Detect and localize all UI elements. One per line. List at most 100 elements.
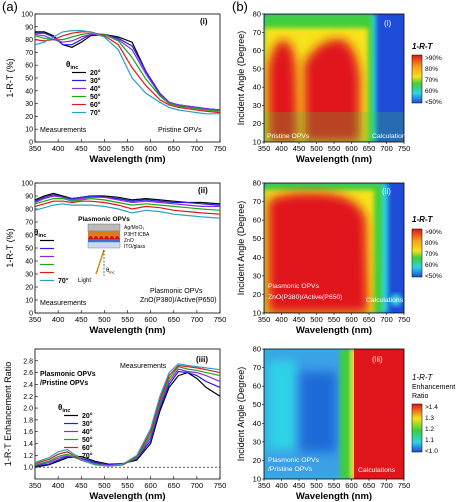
- legend-title: θinc: [58, 403, 70, 414]
- annotation-measurements: Measurements: [40, 127, 87, 134]
- x-axis-label: Wavelength (nm): [89, 325, 165, 336]
- y-tick-label: 80: [25, 207, 33, 214]
- x-tick-label: 650: [363, 144, 376, 153]
- legend-label: 50°: [90, 93, 101, 101]
- x-tick-label: 600: [144, 481, 157, 490]
- x-tick-label: 400: [275, 315, 288, 324]
- x-tick-label: 400: [275, 144, 288, 153]
- colorbar-title-b-iii-3: Ratio: [412, 393, 428, 400]
- x-tick-label: 350: [258, 315, 271, 324]
- legend-label: 20°: [90, 69, 101, 77]
- x-tick-label: 550: [121, 481, 134, 490]
- y-axis-label: 1-R-T (%): [5, 58, 15, 97]
- y-axis-label: Incident Angle (Degree): [236, 31, 246, 126]
- y-tick-label: 70: [25, 220, 33, 227]
- x-tick-label: 600: [345, 144, 358, 153]
- x-tick-label: 550: [121, 144, 134, 153]
- x-tick-label: 400: [275, 481, 288, 490]
- x-tick-label: 750: [214, 144, 227, 153]
- y-tick-label: 60: [253, 382, 261, 391]
- inset-layer-2: P3HT:ICBA: [124, 232, 150, 238]
- series-line-30: [34, 194, 221, 206]
- legend-label: 60°: [82, 444, 93, 452]
- y-tick-label: 50: [25, 246, 33, 253]
- x-tick-label: 650: [167, 144, 180, 153]
- y-axis-label: Incident Angle (Degree): [236, 201, 246, 296]
- x-tick-label: 400: [52, 144, 65, 153]
- x-tick-label: 750: [398, 481, 411, 490]
- colorbar-label: >90%: [425, 55, 442, 62]
- heatmap-annotation: /Pristine OPVs: [268, 466, 313, 473]
- panel-letter-b: (b): [232, 0, 248, 14]
- x-tick-label: 750: [398, 315, 411, 324]
- x-tick-label: 500: [98, 144, 111, 153]
- x-tick-label: 750: [398, 144, 411, 153]
- panel-tag: (ii): [382, 187, 391, 196]
- legend-label: 30°: [82, 420, 93, 428]
- colorbar-label: 1.1: [425, 437, 434, 444]
- y-axis-label: Incident Angle (Degree): [236, 367, 246, 462]
- x-tick-label: 700: [191, 144, 204, 153]
- legend-label: 30°: [90, 77, 101, 85]
- legend-title: θinc: [34, 228, 46, 239]
- device-schematic-inset: Plasmonic OPVs Ag/MoO₃ P3HT:ICBA ZnO ITO…: [58, 214, 166, 284]
- x-axis-label: Wavelength (nm): [296, 154, 372, 165]
- x-tick-label: 700: [191, 481, 204, 490]
- series-line-70: [34, 363, 221, 467]
- heatmap-b-i: [264, 14, 404, 142]
- colorbar-label: >1.4: [425, 404, 438, 411]
- annotation-measurements: Measurements: [120, 363, 167, 370]
- layer-active: [88, 231, 120, 239]
- x-tick-label: 400: [52, 481, 65, 490]
- x-tick-label: 350: [258, 144, 271, 153]
- annotation-measurements: Measurements: [40, 300, 87, 307]
- x-axis-label: Wavelength (nm): [89, 154, 165, 165]
- legend-label: 40°: [90, 85, 101, 93]
- colorbar-title-b-ii: 1-R-T: [412, 215, 434, 224]
- x-tick-label: 700: [380, 481, 393, 490]
- x-tick-label: 550: [328, 315, 341, 324]
- heatmap-annotation: Calculations: [358, 467, 396, 474]
- colorbar-b-ii: 1-R-T >90% 80% 70% 60% <50%: [411, 215, 442, 280]
- y-tick-label: 1.8: [23, 417, 33, 424]
- y-tick-label: 10: [25, 298, 33, 305]
- series-line-20: [34, 371, 221, 468]
- legend-label: 40°: [82, 428, 93, 436]
- series-line-30: [35, 32, 221, 111]
- y-tick-label: 30: [25, 272, 33, 279]
- colorbar-label: 70%: [425, 251, 438, 258]
- x-tick-label: 700: [380, 315, 393, 324]
- legend-label: 70°: [90, 109, 101, 117]
- x-tick-label: 650: [167, 481, 180, 490]
- x-axis-label: Wavelength (nm): [296, 491, 372, 502]
- y-tick-label: 2.4: [23, 382, 33, 389]
- inset-light-label: Light: [78, 278, 91, 284]
- y-tick-label: 40: [253, 253, 261, 262]
- x-tick-label: 650: [363, 315, 376, 324]
- legend-label: 70°: [82, 452, 93, 460]
- annotation-plasmonic: Plasmonic OPVs: [150, 288, 203, 295]
- series-line-40: [34, 195, 220, 207]
- colorbar-label: 1.2: [425, 426, 434, 433]
- y-tick-label: 60: [25, 233, 33, 240]
- y-tick-label: 60: [25, 63, 33, 70]
- legend-label: 70°: [58, 277, 69, 285]
- legend-title: θinc: [66, 60, 78, 71]
- series-line-20: [34, 192, 221, 205]
- heatmap-annotation: Pristine OPVs: [267, 133, 310, 140]
- y-tick-label: 20: [253, 119, 261, 128]
- panel-tag: (i): [384, 19, 391, 28]
- plot-frame: [34, 13, 221, 143]
- colorbar-label: <50%: [425, 273, 442, 280]
- y-tick-label: 0: [29, 311, 33, 318]
- chart-a-i: 350 400 450 500 550 600 650 700 750 0 10 20 30 40 50 60…: [5, 12, 226, 166]
- y-tick-label: 80: [25, 37, 33, 44]
- y-tick-label: 50: [253, 64, 261, 73]
- y-tick-label: 30: [253, 437, 261, 446]
- x-tick-label: 350: [258, 481, 271, 490]
- x-tick-label: 650: [363, 481, 376, 490]
- heatmap-axes: 350 400 450 500 550 600 650 700 750 10 20 30 40 50 60 7…: [236, 10, 410, 502]
- y-tick-label: 80: [253, 345, 261, 354]
- y-tick-label: 1.0: [23, 465, 33, 472]
